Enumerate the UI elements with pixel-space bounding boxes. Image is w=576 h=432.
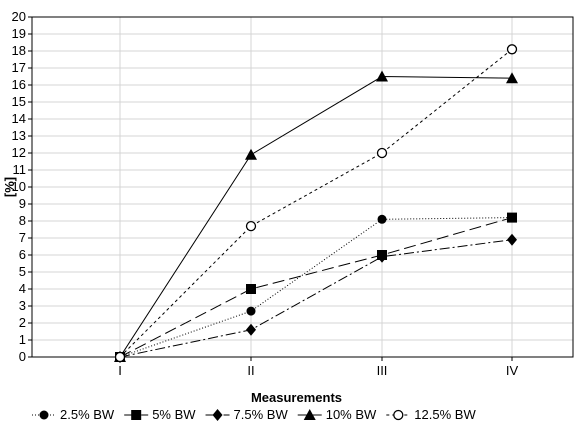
y-tick-label: 15 [12, 94, 26, 109]
legend-label: 12.5% BW [414, 407, 476, 422]
data-point [246, 323, 256, 336]
x-tick-label: III [377, 363, 388, 378]
series-line [119, 239, 513, 358]
series-2 [115, 233, 517, 363]
y-tick-label: 20 [12, 9, 26, 24]
y-tick-label: 12 [12, 145, 26, 160]
legend-item: 5% BW [124, 407, 196, 422]
data-point [376, 147, 388, 159]
legend-marker [131, 410, 142, 420]
legend-item: 10% BW [297, 407, 377, 422]
legend-item: 12.5% BW [386, 407, 476, 422]
x-axis-title: Measurements [251, 390, 342, 405]
series-group [114, 44, 518, 363]
x-tick-label: II [247, 363, 254, 378]
y-axis-title: [%] [2, 177, 17, 197]
series-line [119, 217, 513, 358]
legend-item: 7.5% BW [205, 407, 289, 422]
y-tick-label: 18 [12, 43, 26, 58]
y-tick-label: 4 [19, 281, 26, 296]
y-tick-label: 16 [12, 77, 26, 92]
legend-label: 10% BW [326, 407, 377, 422]
legend-marker [393, 409, 404, 421]
y-tick-label: 8 [19, 213, 26, 228]
data-point [507, 212, 517, 223]
data-point [506, 72, 518, 84]
legend: 2.5% BW 5% BW 7.5% BW 10% BW 12.5% BW [32, 407, 476, 422]
series-3 [114, 70, 518, 362]
y-tick-label: 13 [12, 128, 26, 143]
y-tick-label: 5 [19, 264, 26, 279]
y-tick-label: 14 [12, 111, 26, 126]
legend-label: 5% BW [152, 407, 196, 422]
data-point [377, 250, 387, 263]
series-line [119, 48, 513, 358]
data-point [114, 351, 126, 363]
series-line [119, 75, 513, 358]
x-axis-ticks: I II III IV [118, 357, 518, 378]
series-line [119, 217, 513, 358]
data-point [507, 233, 517, 246]
y-tick-label: 6 [19, 247, 26, 262]
y-tick-label: 10 [12, 179, 26, 194]
y-tick-label: 19 [12, 26, 26, 41]
y-tick-label: 1 [19, 332, 26, 347]
legend-marker [39, 410, 49, 420]
legend-item: 2.5% BW [32, 407, 115, 422]
data-point [245, 220, 257, 232]
y-tick-label: 7 [19, 230, 26, 245]
y-tick-label: 2 [19, 315, 26, 330]
data-point [246, 284, 256, 294]
data-point [245, 148, 257, 160]
data-point [377, 214, 387, 224]
y-tick-label: 3 [19, 298, 26, 313]
legend-label: 7.5% BW [234, 407, 289, 422]
y-tick-label: 11 [13, 162, 27, 177]
x-tick-label: I [118, 363, 122, 378]
data-point [376, 70, 388, 82]
data-point [246, 306, 256, 316]
x-tick-label: IV [506, 363, 519, 378]
grid [32, 16, 573, 358]
y-tick-label: 17 [12, 60, 26, 75]
legend-label: 2.5% BW [60, 407, 115, 422]
data-point [506, 44, 518, 55]
y-tick-label: 9 [19, 196, 26, 211]
series-4 [114, 44, 518, 363]
y-tick-label: 0 [19, 349, 26, 364]
legend-marker [303, 409, 316, 420]
legend-marker [212, 409, 223, 421]
series-0 [115, 213, 517, 362]
